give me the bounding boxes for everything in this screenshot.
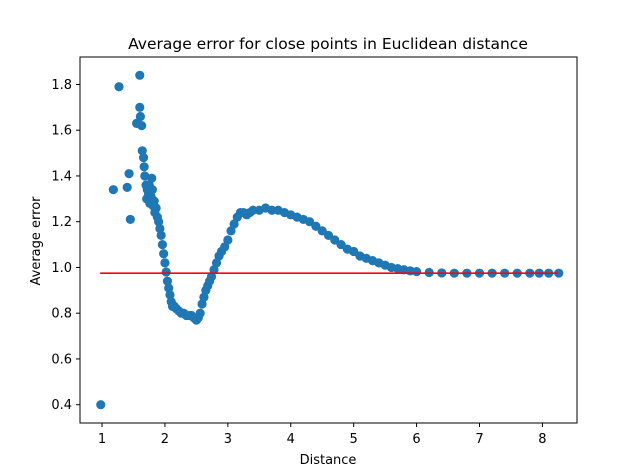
data-point — [137, 146, 147, 156]
data-point — [195, 308, 205, 318]
data-point — [226, 226, 236, 236]
data-point — [139, 162, 149, 172]
data-point — [135, 70, 145, 80]
data-point — [229, 219, 239, 229]
x-tick-label: 6 — [412, 432, 420, 447]
y-tick-label: 1.2 — [51, 215, 72, 230]
data-point — [125, 214, 135, 225]
data-point — [156, 230, 166, 241]
y-tick-label: 0.6 — [51, 352, 72, 367]
data-point — [411, 266, 422, 277]
y-axis-title: Average error — [29, 196, 44, 286]
data-point — [137, 121, 147, 131]
data-point — [138, 153, 149, 163]
data-point — [248, 205, 258, 215]
x-tick-label: 2 — [161, 432, 169, 447]
plot-area — [96, 70, 564, 410]
data-point — [151, 203, 161, 213]
y-tick-label: 0.8 — [51, 307, 72, 322]
data-point — [157, 239, 168, 250]
y-tick-label: 1.6 — [51, 124, 72, 139]
axes-frame — [79, 56, 578, 424]
data-point — [114, 82, 124, 92]
y-tick-label: 1.0 — [51, 261, 72, 276]
x-axis-title: Distance — [300, 453, 357, 468]
x-tick-label: 8 — [538, 432, 546, 447]
data-point — [122, 182, 132, 192]
y-tick-label: 1.4 — [51, 169, 72, 184]
data-point — [140, 171, 150, 181]
data-point — [154, 217, 164, 227]
x-tick-label: 7 — [475, 432, 483, 447]
y-axis: 0.4 0.6 0.8 1.0 1.2 1.4 1.6 1.8 — [51, 78, 80, 413]
data-point — [135, 102, 145, 112]
y-tick-label: 1.8 — [51, 78, 72, 93]
data-point — [147, 185, 157, 195]
chart-title: Average error for close points in Euclid… — [128, 35, 528, 53]
data-point — [147, 173, 157, 183]
data-point — [135, 111, 145, 122]
x-tick-label: 1 — [98, 432, 106, 447]
y-tick-label: 0.4 — [51, 398, 72, 413]
data-point — [159, 249, 169, 259]
data-point — [124, 169, 134, 179]
data-point — [267, 205, 277, 215]
data-point — [161, 267, 171, 277]
data-point — [220, 242, 230, 252]
x-axis: 1 2 3 4 5 6 7 8 — [98, 423, 547, 447]
data-point — [162, 276, 173, 286]
data-point — [554, 268, 564, 278]
x-tick-label: 4 — [287, 432, 295, 447]
x-tick-label: 5 — [350, 432, 358, 447]
data-point — [160, 258, 170, 268]
data-point — [165, 290, 175, 300]
data-point — [108, 185, 118, 195]
x-tick-label: 3 — [224, 432, 232, 447]
data-point — [96, 400, 106, 410]
data-point — [164, 283, 174, 293]
data-point — [223, 235, 233, 245]
data-point — [155, 223, 165, 234]
